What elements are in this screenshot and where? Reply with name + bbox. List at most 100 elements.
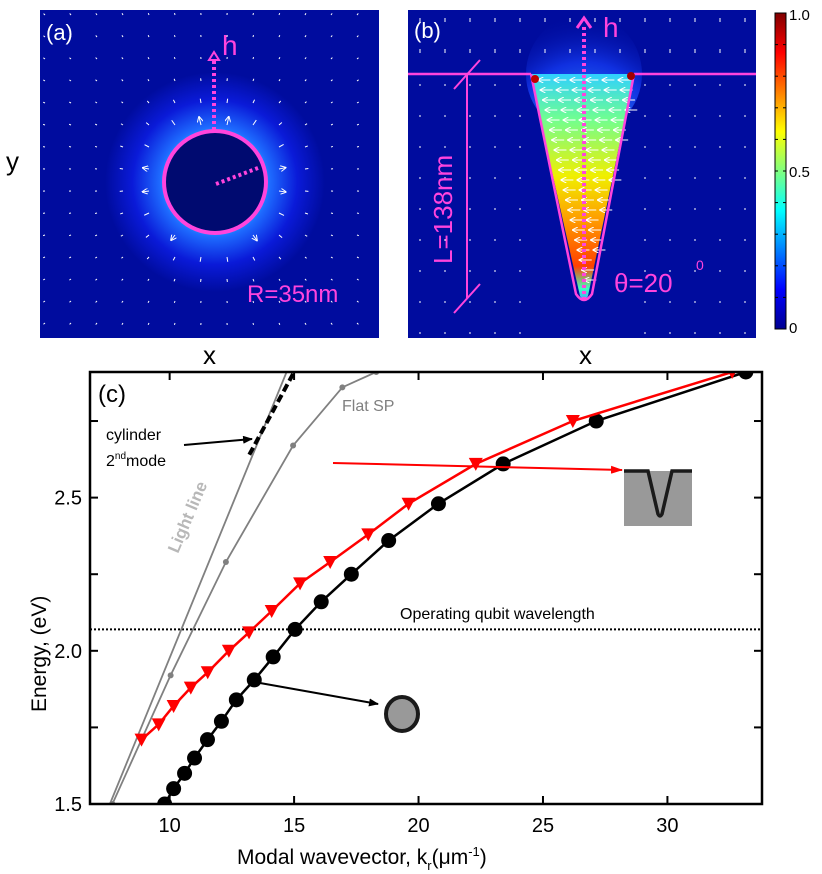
field-arrow (42, 256, 46, 259)
length-label: L=138nm (428, 155, 458, 264)
v-groove-inset-profile-icon (624, 469, 692, 518)
field-arrow (147, 79, 150, 82)
field-arrow (94, 212, 98, 214)
field-arrow (95, 13, 98, 16)
field-arrow (94, 145, 98, 148)
colorbar-max-label: 1.0 (789, 7, 810, 24)
panel-b-tag: (b) (414, 18, 441, 43)
series-line-cylinder-2nd-mode (247, 372, 296, 456)
field-arrow (356, 79, 359, 82)
field-arrow (278, 56, 281, 60)
field-arrow (121, 300, 124, 303)
data-point-v-groove (183, 681, 198, 695)
field-arrow (120, 123, 124, 126)
field-arrow (330, 145, 334, 148)
colorbar: 1.0 0.5 0 (774, 7, 810, 337)
field-arrow (304, 300, 307, 303)
field-arrow (121, 278, 124, 281)
data-point-v-groove (134, 733, 149, 747)
field-arrow (252, 256, 256, 261)
data-point-cylinder (177, 765, 193, 781)
data-point-v-groove (323, 555, 338, 569)
field-arrow (42, 234, 46, 237)
field-arrow (356, 57, 359, 60)
v-groove-inset (624, 469, 692, 526)
field-arrow (278, 322, 281, 326)
data-point-cylinder (588, 413, 604, 429)
data-point-v-groove (200, 666, 215, 680)
data-point-cylinder (287, 621, 303, 637)
panel-b: (b) h L=138nm θ=20 0 x (408, 10, 756, 370)
panel-b-field-arrows (419, 18, 746, 334)
field-arrow (94, 234, 98, 237)
field-arrow (95, 278, 98, 281)
field-arrow (95, 35, 98, 38)
field-arrow (199, 117, 201, 126)
field-arrow (252, 119, 257, 126)
field-arrow (278, 234, 283, 238)
hotspot-left (531, 75, 539, 83)
x-tick-label: 10 (159, 815, 181, 837)
field-arrow (252, 278, 255, 282)
field-arrow (330, 212, 334, 214)
field-arrow (121, 322, 124, 325)
field-arrow (304, 212, 309, 215)
data-point-cylinder (381, 533, 397, 549)
field-arrow (304, 278, 307, 281)
data-point-cylinder (495, 456, 511, 472)
field-arrow (121, 57, 124, 60)
field-arrow (95, 79, 98, 82)
light-line-label: Light line (164, 479, 211, 556)
axis-layer: 10 15 20 25 30 1.5 2.0 2.5 (54, 372, 762, 837)
field-arrow (278, 34, 281, 38)
field-arrow (304, 145, 308, 148)
field-arrow (304, 57, 307, 60)
field-arrow (330, 79, 333, 82)
data-point-cylinder (246, 672, 262, 688)
field-arrow (146, 256, 150, 260)
field-arrow (278, 212, 285, 216)
field-arrow (356, 300, 359, 303)
data-point-cylinder (738, 372, 754, 380)
data-point-cylinder (265, 649, 281, 665)
field-arrow (330, 57, 333, 60)
field-arrow (43, 35, 46, 38)
field-arrow (147, 57, 150, 60)
data-point-flat-sp (167, 672, 174, 679)
data-point-v-groove (361, 528, 376, 542)
field-arrow (356, 256, 360, 259)
field-arrow (69, 79, 72, 82)
colorbar-ticks (775, 44, 786, 298)
data-point-cylinder (166, 781, 182, 797)
field-arrow (330, 101, 333, 104)
data-point-v-groove (728, 372, 736, 379)
data-point-cylinder (157, 796, 173, 804)
field-arrow (278, 122, 283, 126)
field-arrow (173, 322, 176, 326)
field-arrow (278, 100, 282, 104)
series-layer (90, 372, 762, 804)
field-arrow (304, 35, 307, 38)
cylinder-mode-arrow (183, 435, 253, 446)
field-arrow (173, 300, 176, 304)
field-arrow (147, 300, 150, 303)
field-arrow (356, 35, 359, 38)
panel-b-h-label: h (603, 12, 619, 43)
panel-a-h-arrowhead-icon (207, 50, 221, 61)
field-arrow (42, 101, 46, 104)
field-arrow (226, 98, 229, 104)
field-arrow (330, 278, 333, 281)
field-arrow (68, 256, 72, 259)
field-arrow (173, 56, 176, 60)
field-arrow (278, 168, 285, 169)
field-arrow (43, 322, 46, 325)
y-tick-label: 2.0 (54, 641, 82, 663)
field-arrow (356, 322, 359, 325)
field-arrow (144, 212, 150, 216)
field-arrow (173, 278, 176, 282)
series-line-cylinder (163, 372, 747, 804)
field-arrow (330, 256, 333, 259)
field-arrow (68, 234, 72, 237)
field-arrow (121, 79, 124, 82)
field-arrow (252, 99, 256, 104)
